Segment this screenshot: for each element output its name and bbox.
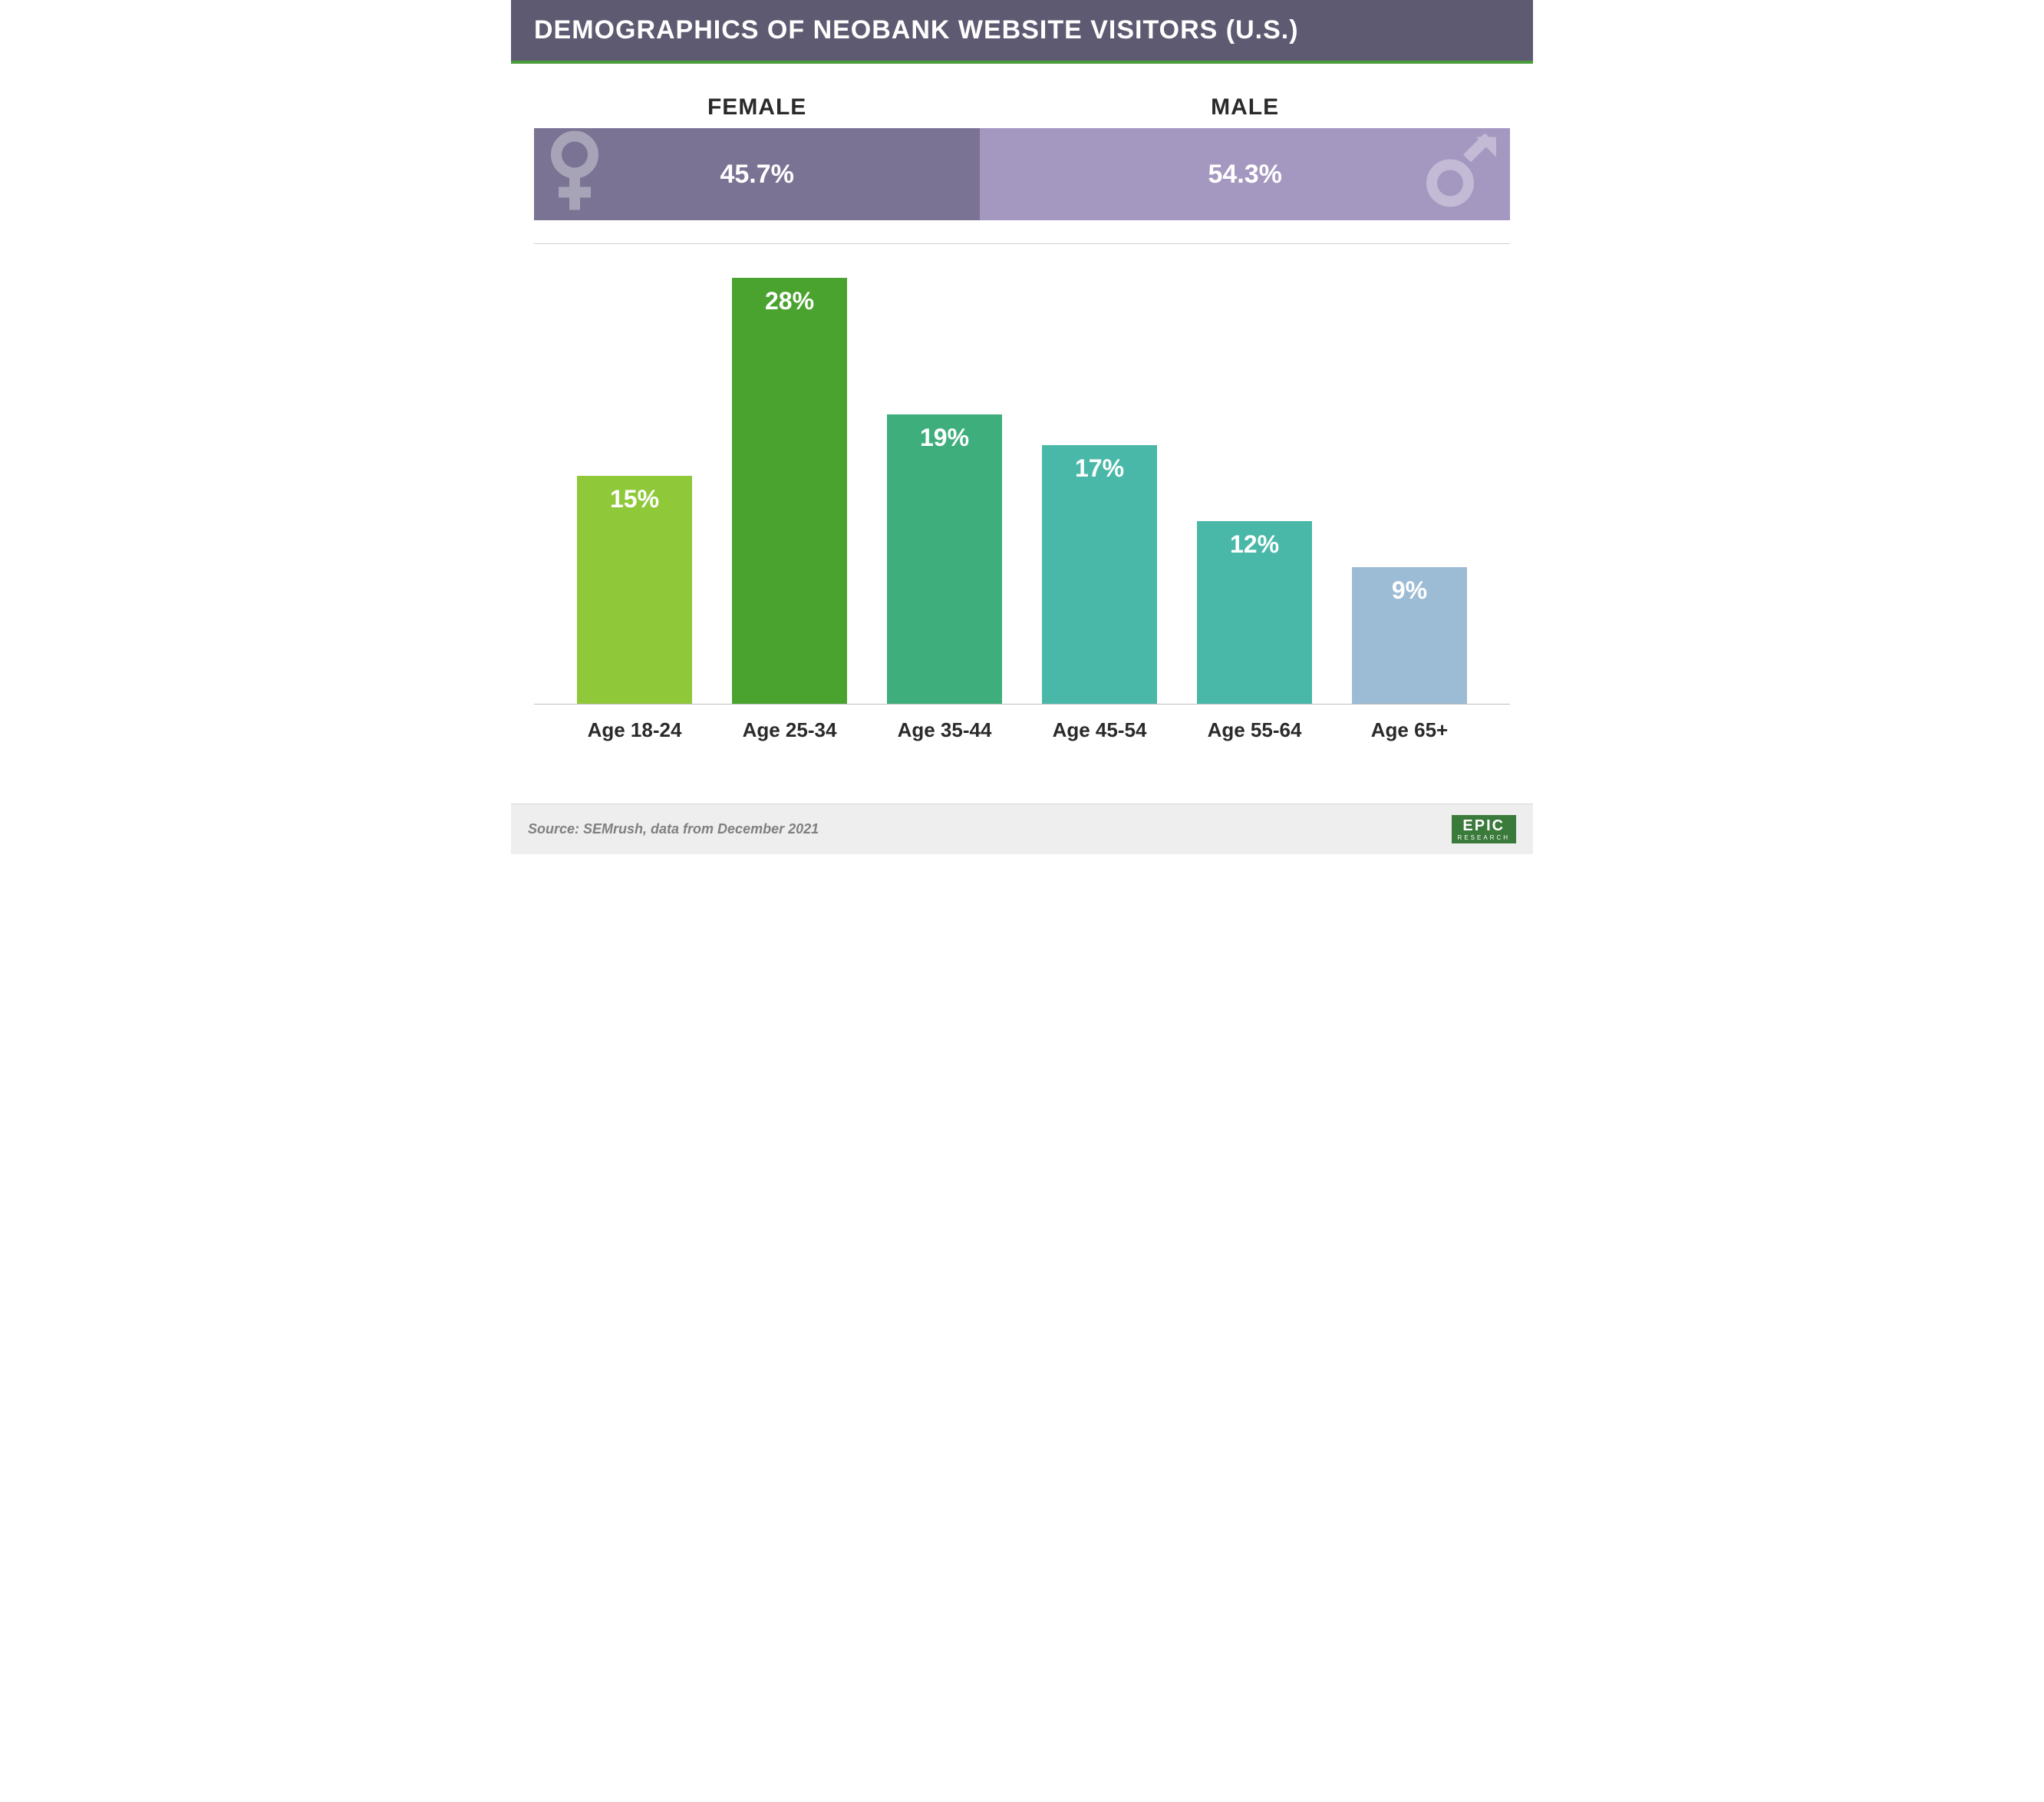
age-bar-wrap: 15%	[569, 476, 700, 704]
gender-segment-male: 54.3%	[980, 128, 1510, 220]
age-bar-wrap: 9%	[1344, 567, 1475, 704]
age-bar: 17%	[1042, 445, 1157, 704]
male-icon	[1423, 134, 1499, 215]
age-bars-area: 15% 28% 19% 17% 12% 9%	[534, 275, 1510, 705]
gender-segment-female: 45.7%	[534, 128, 980, 220]
gender-section: FEMALE MALE 45.7% 54.3%	[511, 64, 1533, 243]
age-xaxis-label: Age 35-44	[879, 718, 1010, 742]
age-bar-wrap: 28%	[724, 278, 855, 704]
female-icon	[545, 130, 605, 219]
gender-value-male: 54.3%	[1208, 160, 1281, 190]
age-bar: 15%	[577, 476, 692, 704]
age-xaxis: Age 18-24 Age 25-34 Age 35-44 Age 45-54 Age …	[534, 705, 1510, 742]
age-xaxis-label: Age 18-24	[569, 718, 700, 742]
age-bar-value: 12%	[1197, 530, 1312, 559]
age-xaxis-label: Age 45-54	[1034, 718, 1165, 742]
gender-labels-row: FEMALE MALE	[534, 94, 1510, 120]
header-bar: DEMOGRAPHICS OF NEOBANK WEBSITE VISITORS…	[511, 0, 1533, 64]
age-bar-value: 15%	[577, 485, 692, 513]
age-bar-value: 28%	[732, 287, 847, 315]
footer: Source: SEMrush, data from December 2021…	[511, 804, 1533, 854]
age-bar: 9%	[1352, 567, 1467, 704]
age-bar-wrap: 12%	[1189, 521, 1320, 704]
age-bar: 19%	[887, 414, 1002, 704]
age-xaxis-label: Age 65+	[1344, 718, 1475, 742]
page-title: DEMOGRAPHICS OF NEOBANK WEBSITE VISITORS…	[534, 15, 1510, 45]
age-bar-value: 9%	[1352, 576, 1467, 605]
gender-value-female: 45.7%	[720, 160, 793, 190]
age-xaxis-label: Age 55-64	[1189, 718, 1320, 742]
age-bar: 28%	[732, 278, 847, 704]
logo-main-text: EPIC	[1462, 818, 1505, 833]
age-bar-wrap: 17%	[1034, 445, 1165, 704]
epic-research-logo: EPIC RESEARCH	[1452, 815, 1516, 843]
age-bar-wrap: 19%	[879, 414, 1010, 704]
age-xaxis-label: Age 25-34	[724, 718, 855, 742]
gender-label-female: FEMALE	[534, 94, 980, 120]
age-bar-value: 19%	[887, 424, 1002, 452]
age-bar: 12%	[1197, 521, 1312, 704]
logo-sub-text: RESEARCH	[1458, 835, 1510, 841]
gender-label-male: MALE	[980, 94, 1510, 120]
age-chart-section: 15%28%19%17%12%9% Age 18-24Age 25-34Age …	[511, 244, 1533, 757]
source-text: Source: SEMrush, data from December 2021	[528, 821, 819, 837]
age-bar-value: 17%	[1042, 454, 1157, 483]
gender-stacked-bar: 45.7% 54.3%	[534, 128, 1510, 220]
